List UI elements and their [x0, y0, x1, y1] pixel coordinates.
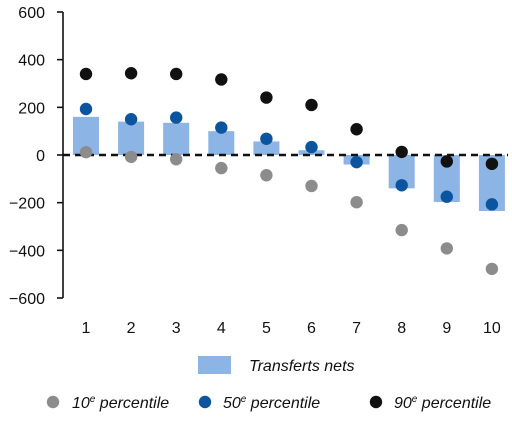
bar	[253, 141, 280, 155]
y-tick-label: 600	[18, 5, 45, 22]
data-point	[440, 190, 453, 203]
data-point	[79, 67, 93, 81]
data-point	[305, 140, 318, 154]
data-point	[124, 150, 138, 164]
data-point	[485, 198, 499, 211]
x-tick-label: 1	[82, 320, 91, 337]
x-tick-label: 8	[397, 320, 406, 337]
legend-marker-point	[46, 395, 60, 409]
y-tick-label: 200	[18, 100, 45, 117]
x-axis: 1 2 3 4 5 6 7 8 9 10	[82, 320, 501, 337]
data-point	[305, 98, 318, 112]
x-tick-label: 5	[262, 320, 271, 337]
legend: Transferts nets 10e percentile 50e percent…	[46, 356, 491, 412]
data-point	[124, 113, 138, 126]
x-tick-label: 3	[172, 320, 181, 337]
data-point	[305, 179, 318, 193]
data-point	[170, 111, 183, 124]
x-tick-label: 4	[217, 320, 226, 337]
data-point	[350, 195, 363, 209]
data-point	[79, 102, 93, 116]
data-point	[350, 123, 363, 136]
bar	[163, 122, 190, 155]
legend-swatch-bars	[198, 356, 231, 374]
data-point	[170, 67, 183, 81]
bars	[73, 116, 505, 212]
x-tick-label: 7	[352, 320, 361, 337]
x-tick-label: 9	[442, 320, 451, 337]
data-point	[260, 132, 273, 145]
legend-marker-point	[198, 395, 212, 409]
data-point	[395, 145, 408, 159]
data-point	[215, 121, 228, 134]
legend-label-point: 90e percentile	[394, 394, 491, 412]
y-tick-label: −600	[9, 291, 45, 308]
points	[79, 67, 499, 276]
data-point	[170, 153, 183, 166]
data-point	[79, 145, 93, 159]
data-point	[395, 179, 408, 192]
data-point	[215, 73, 228, 86]
x-tick-label: 10	[483, 320, 501, 337]
bar	[118, 121, 145, 155]
bar	[208, 131, 235, 155]
x-tick-label: 2	[127, 320, 136, 337]
legend-label-point: 10e percentile	[72, 394, 169, 412]
data-point	[395, 223, 408, 237]
legend-label-bars: Transferts nets	[249, 358, 355, 375]
data-point	[260, 91, 273, 104]
y-tick-label: 0	[36, 148, 45, 165]
y-tick-label: −200	[9, 196, 45, 213]
data-point	[485, 157, 499, 171]
data-point	[260, 169, 273, 182]
data-point	[440, 242, 453, 255]
legend-marker-point	[369, 395, 383, 409]
y-tick-label: 400	[18, 53, 45, 70]
legend-label-point: 50e percentile	[223, 394, 320, 412]
data-point	[350, 155, 363, 169]
data-point	[215, 161, 228, 175]
y-axis: 600 400 200 0 −200 −400 −600	[9, 5, 64, 308]
data-point	[124, 67, 138, 80]
x-tick-label: 6	[307, 320, 316, 337]
data-point	[485, 262, 499, 276]
data-point	[440, 155, 453, 168]
y-tick-label: −400	[9, 243, 45, 260]
